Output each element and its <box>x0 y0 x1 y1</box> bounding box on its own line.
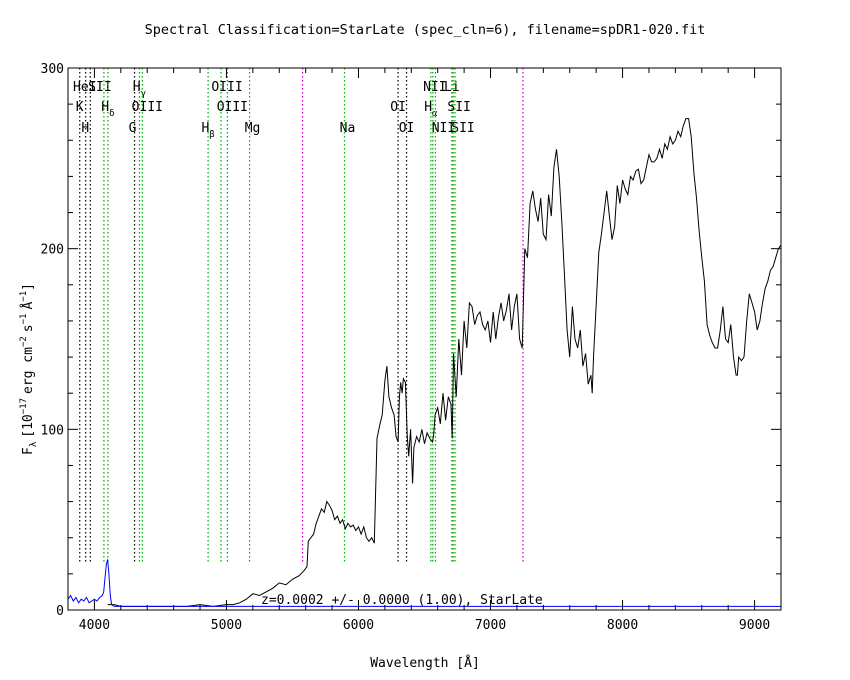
line-label-3: SII <box>88 80 111 95</box>
line-label-7: OIII <box>132 100 163 115</box>
line-label-15: OI <box>399 121 415 136</box>
y-label-exp4: −1 <box>19 291 29 302</box>
x-tick-label-2: 6000 <box>343 618 374 633</box>
y-tick-label-0: 0 <box>56 604 64 619</box>
y-label-units2: s <box>21 324 36 332</box>
y-label-exp3: −1 <box>19 314 29 325</box>
x-tick-label-0: 4000 <box>79 618 110 633</box>
line-label-sub-4: δ <box>109 109 114 119</box>
line-label-14: OI <box>390 100 406 115</box>
line-label-1: K <box>76 100 84 115</box>
line-label-11: Mg <box>245 121 261 136</box>
line-label-9: OIII <box>211 80 242 95</box>
plot-frame <box>67 67 782 611</box>
y-label-exp1: −17 <box>19 398 29 414</box>
y-label-bracket: [10 <box>21 414 36 437</box>
x-tick-label-5: 9000 <box>739 618 770 633</box>
chart-title: Spectral Classification=StarLate (spec_c… <box>145 22 706 38</box>
line-label-sub-8: β <box>209 130 214 140</box>
x-ticks: 4000 5000 6000 7000 8000 9000 <box>67 68 782 633</box>
line-label-sub-6: γ <box>141 89 146 99</box>
y-label-angstrom: Å <box>20 302 36 310</box>
series-layer <box>67 118 782 607</box>
line-label-18: NII <box>432 121 455 136</box>
y-tick-label-3: 300 <box>41 62 64 77</box>
redshift-annotation: z=0.0002 +/- 0.0000 (1.00), StarLate <box>261 593 543 608</box>
y-label-lambda: λ <box>29 441 39 447</box>
series-line-1 <box>67 559 781 607</box>
line-label-16: NII <box>423 80 446 95</box>
line-label-13: Na <box>340 121 356 136</box>
x-tick-label-1: 5000 <box>211 618 242 633</box>
line-label-sub-17: α <box>432 109 438 119</box>
y-ticks: 0 100 200 300 <box>41 62 781 619</box>
series-line-0 <box>107 118 782 607</box>
y-tick-label-1: 100 <box>41 423 64 438</box>
y-label-units: erg cm <box>21 347 36 394</box>
line-label-0: HeI <box>73 80 96 95</box>
y-label-exp2: −2 <box>19 336 29 347</box>
y-tick-label-2: 200 <box>41 243 64 258</box>
line-label-5: G <box>129 121 137 136</box>
line-label-20: SII <box>447 100 470 115</box>
x-tick-label-3: 7000 <box>475 618 506 633</box>
x-tick-label-4: 8000 <box>607 618 638 633</box>
line-label-21: SII <box>451 121 474 136</box>
y-label-close: ] <box>21 283 36 291</box>
y-label-main: F <box>21 447 36 455</box>
x-axis-label: Wavelength [Å] <box>370 655 480 671</box>
line-label-19: Li <box>444 80 460 95</box>
y-axis-label: Fλ[10−17erg cm−2s−1Å−1] <box>19 283 39 455</box>
line-label-2: H <box>81 121 89 136</box>
line-label-10: OIII <box>217 100 248 115</box>
